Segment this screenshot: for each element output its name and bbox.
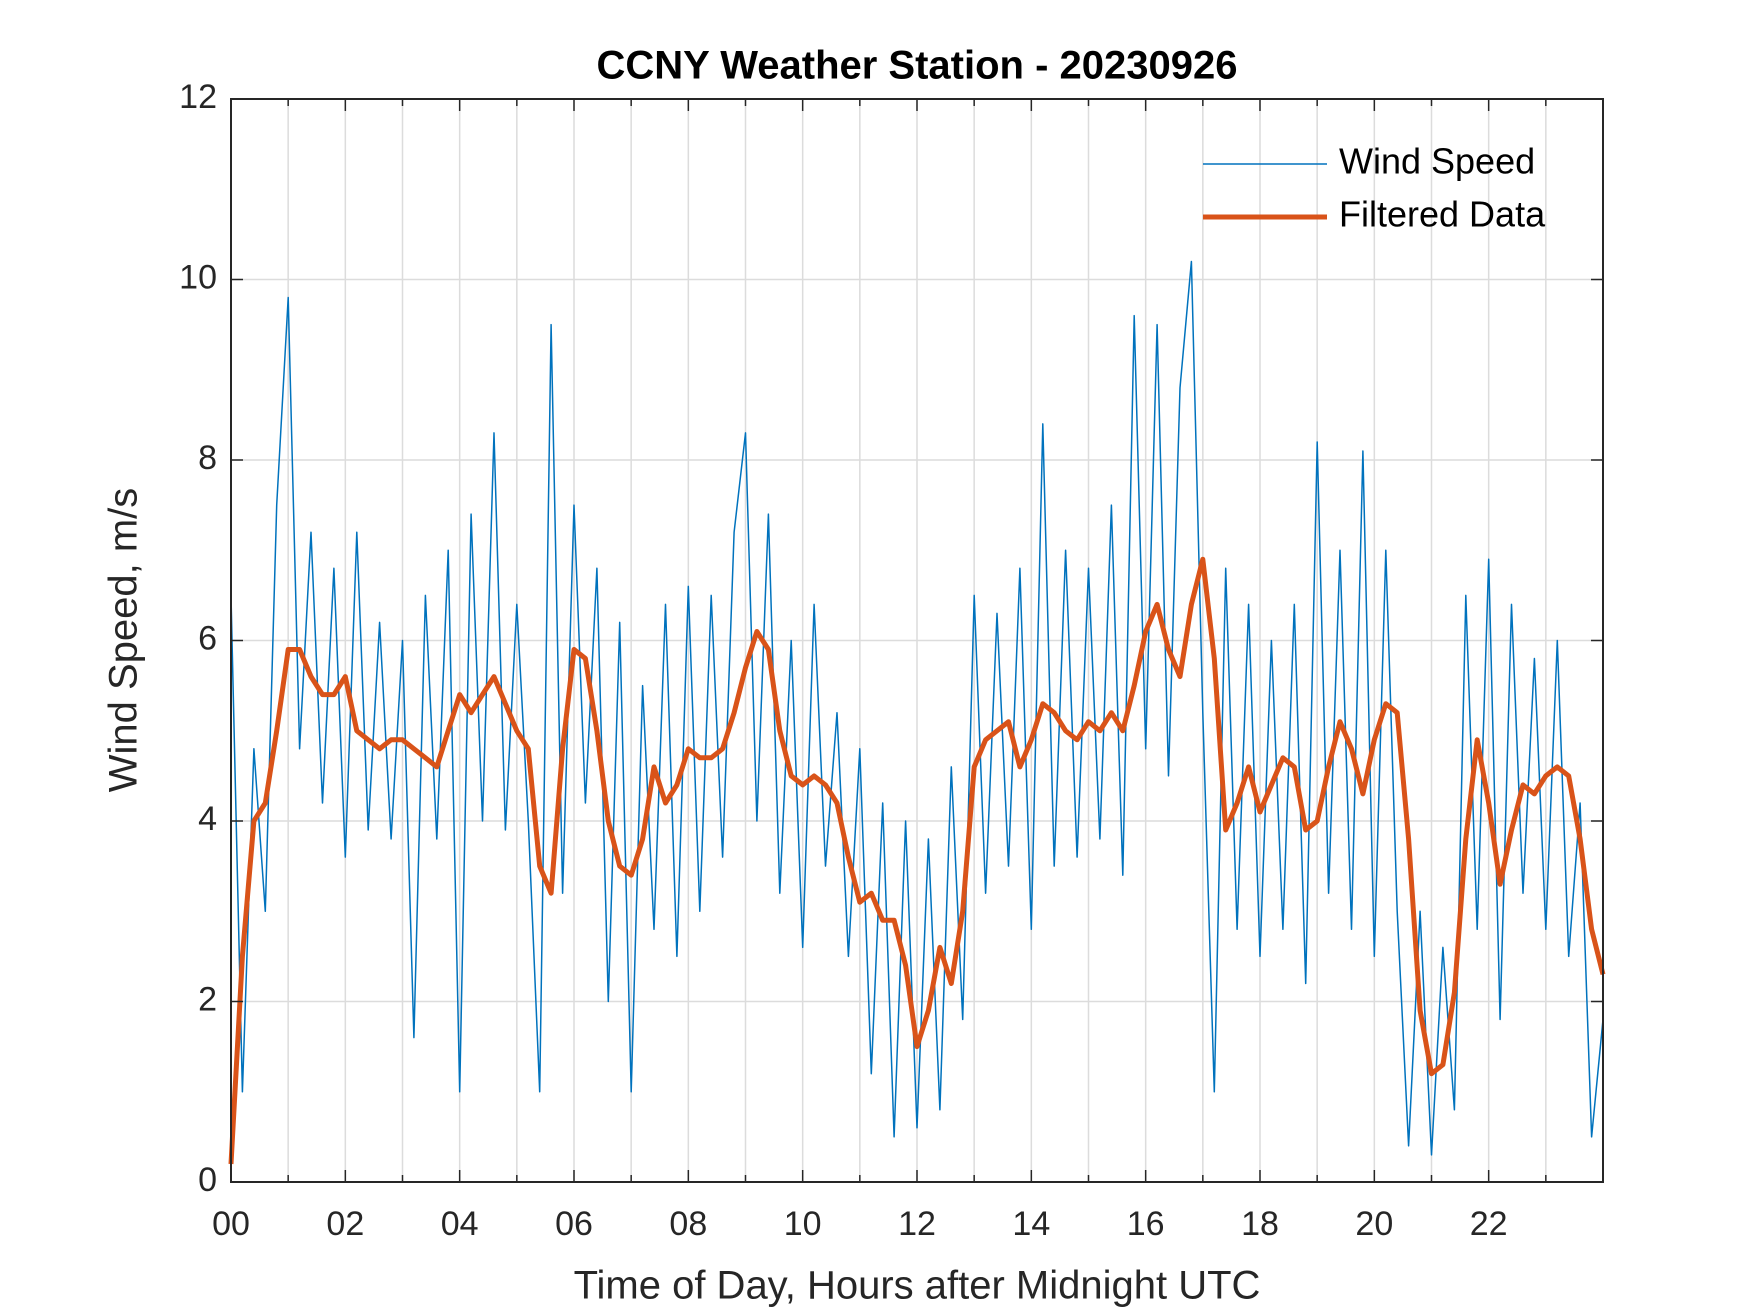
series-line [230,260,1604,1156]
y-tick-label: 12 [179,78,217,116]
chart-title: CCNY Weather Station - 20230926 [597,44,1238,88]
y-tick-label: 6 [198,619,217,657]
legend-label: Wind Speed [1339,141,1535,182]
y-tick-label: 10 [179,258,217,296]
x-tick-label: 04 [441,1205,479,1243]
x-tick-label: 00 [212,1205,250,1243]
y-tick-label: 8 [198,439,217,477]
x-tick-label: 08 [669,1205,707,1243]
legend-label: Filtered Data [1339,194,1546,235]
x-tick-label: 12 [898,1205,936,1243]
x-axis-label: Time of Day, Hours after Midnight UTC [574,1264,1261,1308]
y-tick-label: 0 [198,1161,217,1199]
x-tick-label: 14 [1012,1205,1050,1243]
x-tick-label: 16 [1127,1205,1165,1243]
x-tick-label: 18 [1241,1205,1279,1243]
x-tick-label: 02 [326,1205,364,1243]
x-tick-label: 10 [784,1205,822,1243]
y-tick-label: 2 [198,980,217,1018]
x-tick-label: 20 [1355,1205,1393,1243]
y-axis-label: Wind Speed, m/s [102,488,146,793]
x-tick-label: 06 [555,1205,593,1243]
y-tick-label: 4 [198,800,217,838]
series-line [228,556,1606,1165]
x-tick-label: 22 [1470,1205,1508,1243]
